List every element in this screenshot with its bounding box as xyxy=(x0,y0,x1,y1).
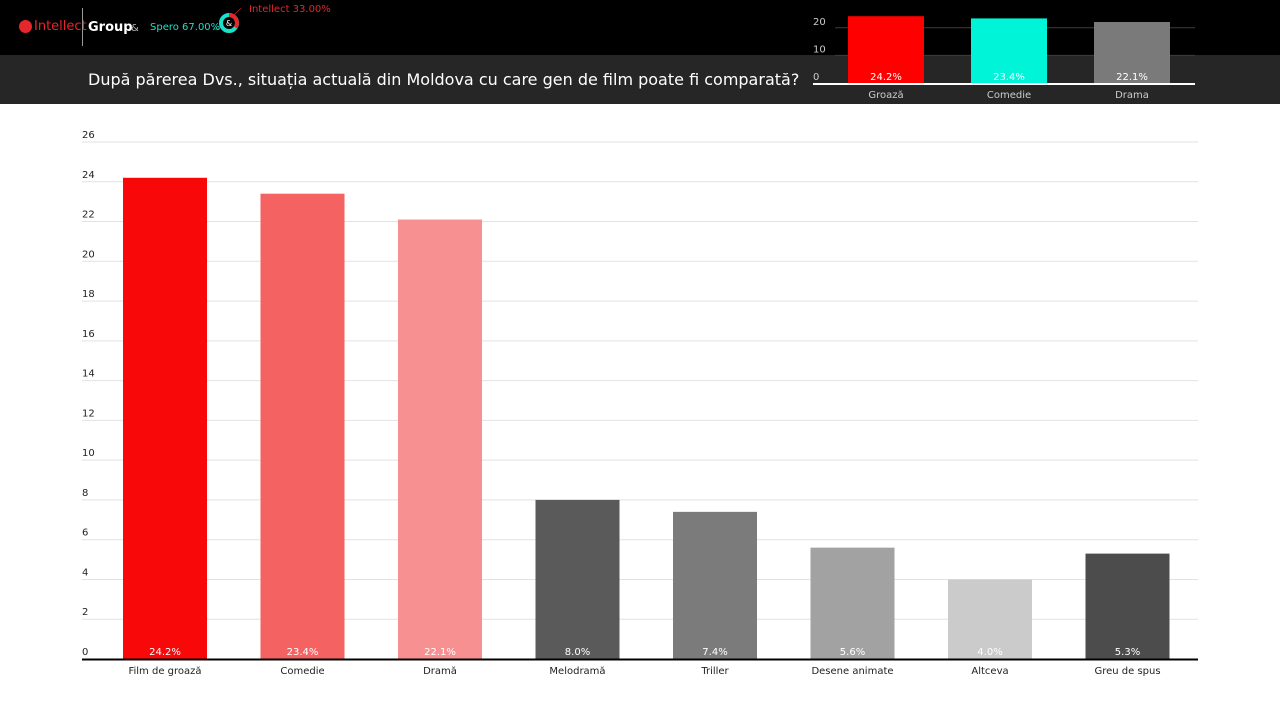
bar xyxy=(398,219,482,660)
y-tick-label: 20 xyxy=(82,249,95,260)
bar-value-label: 22.1% xyxy=(424,647,456,658)
bar xyxy=(1085,553,1170,659)
share-donut-chart: & xyxy=(214,8,242,33)
mini-bar-value-label: 24.2% xyxy=(870,72,902,83)
mini-bar xyxy=(971,18,1047,83)
bar-value-label: 24.2% xyxy=(149,647,181,658)
mini-y-tick-label: 20 xyxy=(813,17,826,28)
y-tick-label: 0 xyxy=(82,647,88,658)
y-tick-label: 26 xyxy=(82,130,95,141)
y-tick-label: 10 xyxy=(82,448,95,459)
x-tick-label: Comedie xyxy=(280,666,324,677)
bar xyxy=(535,499,620,659)
summary-bar-chart: 0 10 20 24.2% Groază 23.4% Comedie 22.1% Drama xyxy=(813,16,1195,101)
bar xyxy=(948,579,1032,659)
y-tick-label: 24 xyxy=(82,170,95,181)
y-tick-label: 6 xyxy=(82,528,88,539)
y-tick-label: 8 xyxy=(82,488,88,499)
mini-bar-value-label: 22.1% xyxy=(1116,72,1148,83)
x-tick-label: Desene animate xyxy=(811,666,893,677)
x-tick-label: Film de groază xyxy=(128,666,201,677)
mini-y-tick-label: 0 xyxy=(813,72,819,83)
mini-bar-value-label: 23.4% xyxy=(993,72,1025,83)
y-tick-label: 4 xyxy=(82,567,88,578)
brand-name: Intellect xyxy=(34,19,87,34)
logo-divider xyxy=(82,8,83,46)
y-tick-label: 14 xyxy=(82,369,95,380)
bar-value-label: 4.0% xyxy=(977,647,1002,658)
spero-share-label: Spero 67.00% xyxy=(150,22,221,33)
brain-logo-icon xyxy=(19,20,32,33)
bar-value-label: 5.6% xyxy=(840,647,865,658)
intellect-donut-arc xyxy=(228,13,239,29)
mini-x-tick-label: Groază xyxy=(868,90,903,101)
brand-suffix: Group xyxy=(88,20,133,35)
y-tick-label: 2 xyxy=(82,607,88,618)
ampersand: & xyxy=(131,23,139,34)
mini-x-tick-label: Comedie xyxy=(987,90,1031,101)
y-tick-label: 12 xyxy=(82,408,95,419)
x-tick-label: Triller xyxy=(700,666,729,677)
bar-value-label: 5.3% xyxy=(1115,647,1140,658)
y-tick-label: 16 xyxy=(82,329,95,340)
y-tick-label: 18 xyxy=(82,289,95,300)
x-tick-label: Dramă xyxy=(423,666,457,677)
bar-value-label: 8.0% xyxy=(565,647,590,658)
bar xyxy=(260,193,345,659)
x-tick-label: Greu de spus xyxy=(1094,666,1160,677)
x-tick-label: Melodramă xyxy=(549,666,605,677)
mini-y-tick-label: 10 xyxy=(813,44,826,55)
bar xyxy=(123,177,207,660)
bar xyxy=(673,511,757,659)
bar-value-label: 7.4% xyxy=(702,647,727,658)
mini-bar xyxy=(848,16,924,83)
x-tick-label: Altceva xyxy=(971,666,1008,677)
mini-x-tick-label: Drama xyxy=(1115,90,1149,101)
bar xyxy=(810,547,895,659)
question-bar xyxy=(0,55,1280,104)
survey-question: După părerea Dvs., situația actuală din … xyxy=(88,70,800,89)
mini-bar xyxy=(1094,22,1170,84)
y-tick-label: 22 xyxy=(82,210,95,221)
intellect-share-label: Intellect 33.00% xyxy=(249,4,331,15)
bar-value-label: 23.4% xyxy=(287,647,319,658)
intellect-leader-line xyxy=(233,8,242,16)
donut-center-label: & xyxy=(226,19,232,28)
